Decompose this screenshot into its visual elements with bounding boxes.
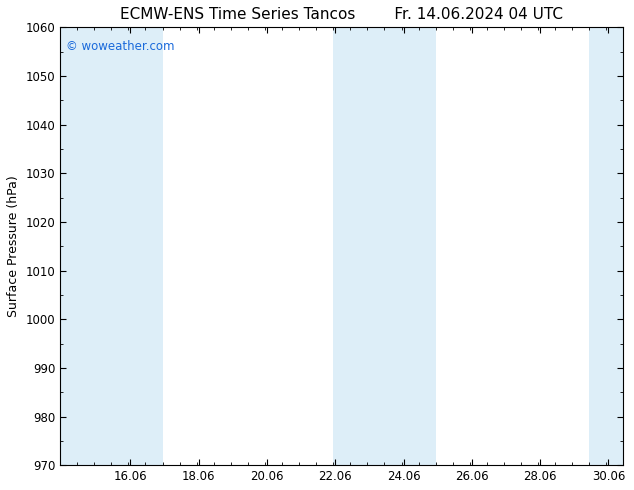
Text: © woweather.com: © woweather.com: [66, 40, 174, 53]
Y-axis label: Surface Pressure (hPa): Surface Pressure (hPa): [7, 175, 20, 317]
Bar: [60, 27, 112, 465]
Bar: [367, 27, 436, 465]
Bar: [333, 27, 367, 465]
Title: ECMW-ENS Time Series Tancos        Fr. 14.06.2024 04 UTC: ECMW-ENS Time Series Tancos Fr. 14.06.20…: [120, 7, 563, 22]
Bar: [590, 27, 623, 465]
Bar: [112, 27, 162, 465]
